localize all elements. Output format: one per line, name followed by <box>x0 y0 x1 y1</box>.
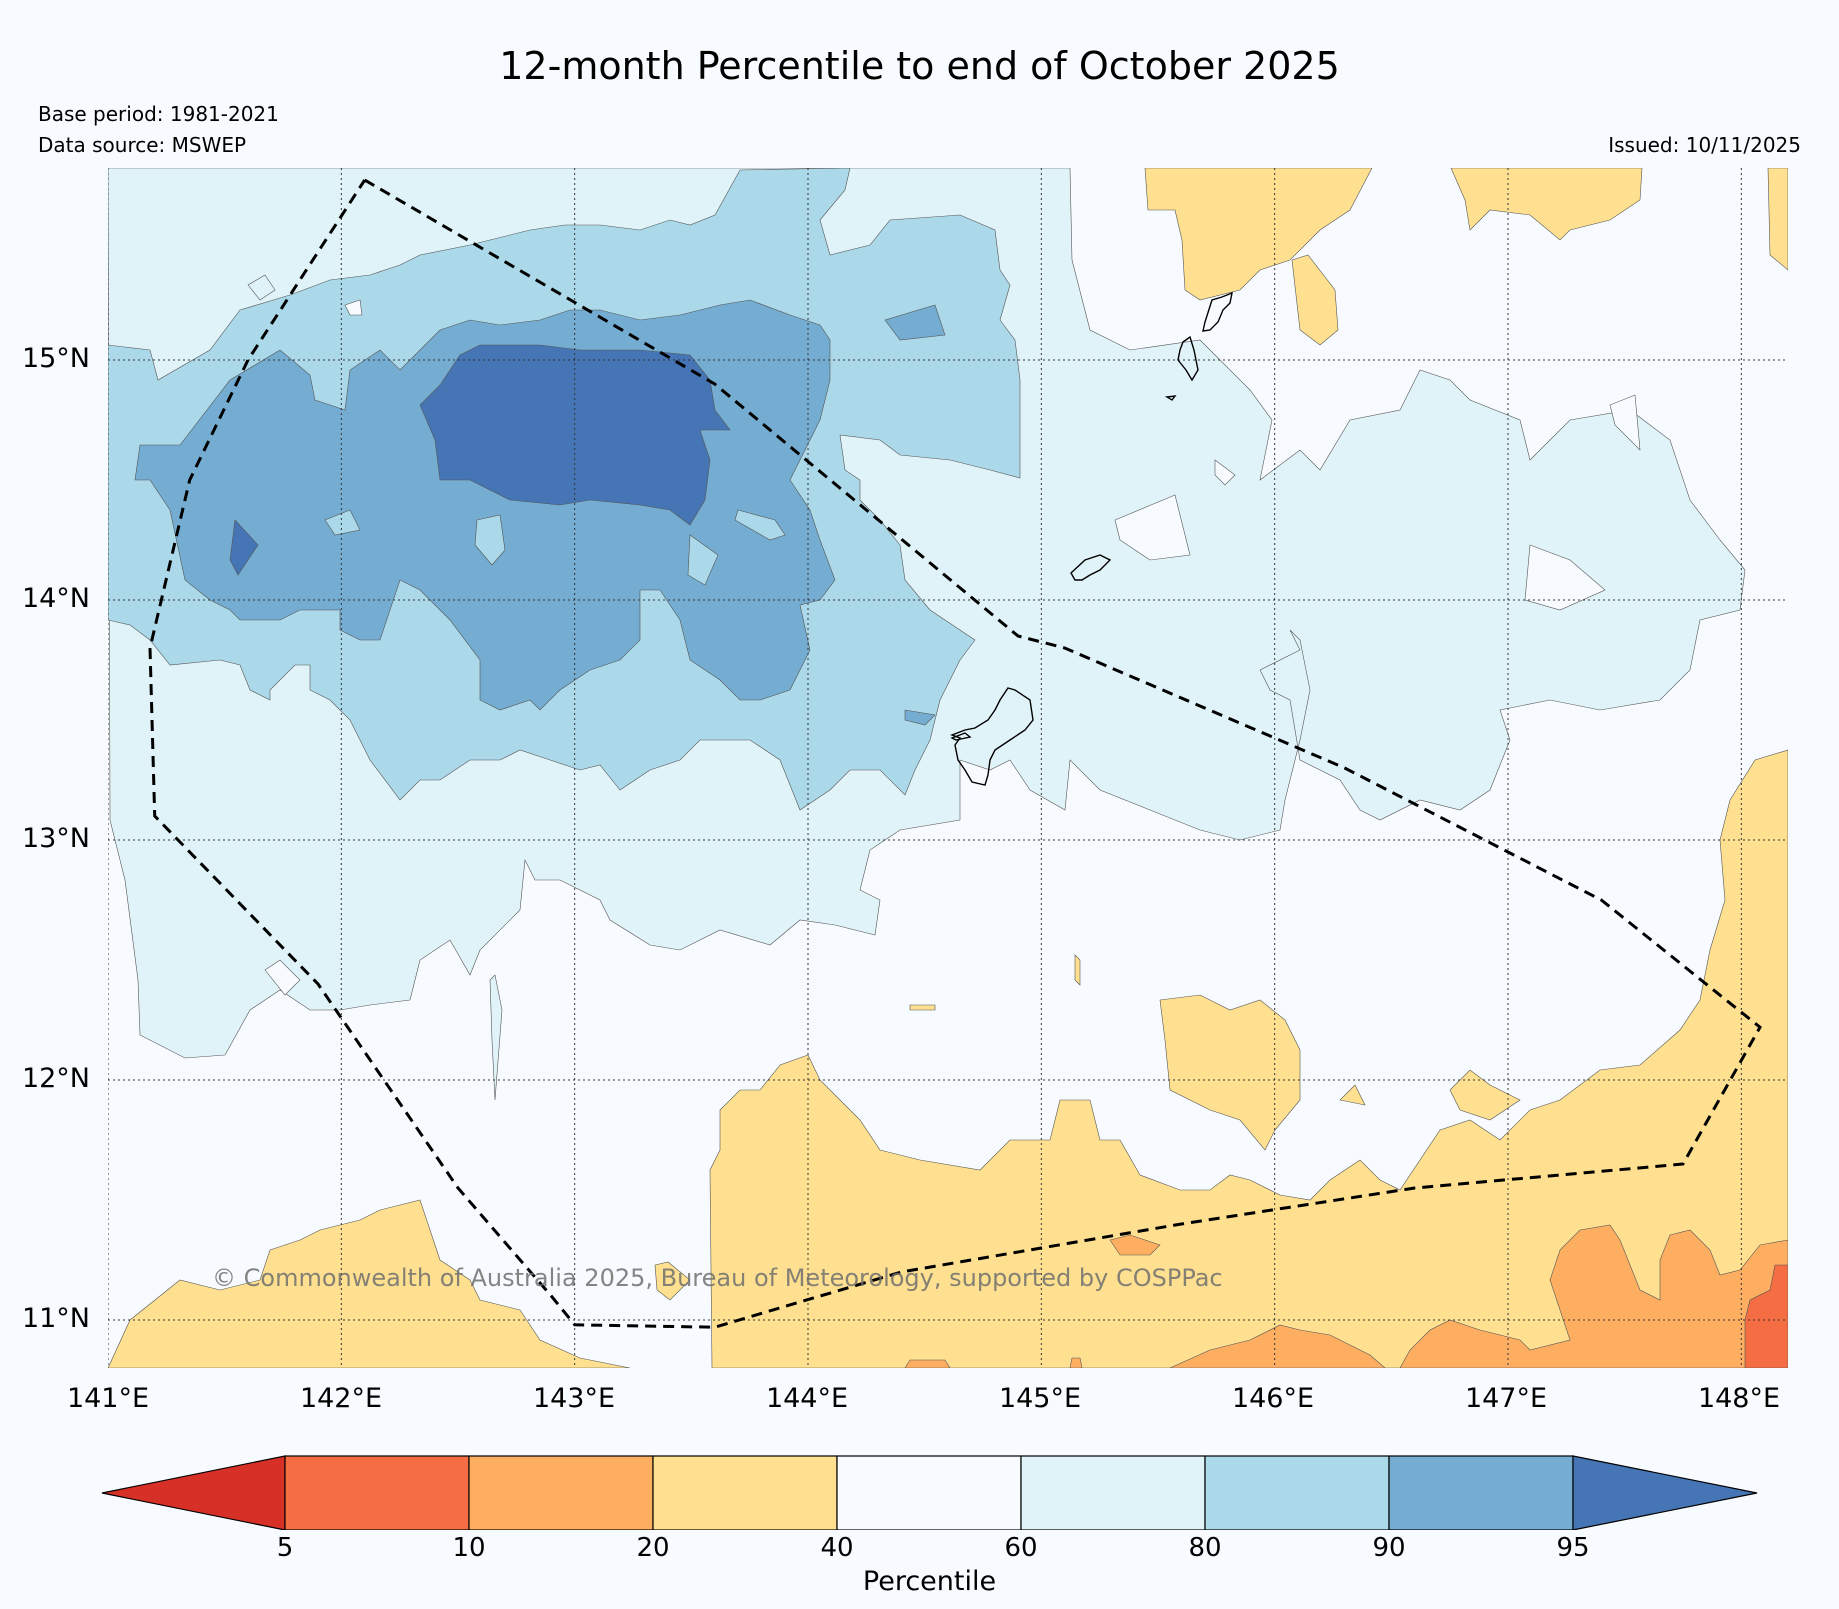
colorbar-tick-20: 20 <box>636 1533 670 1563</box>
lon-label-144: 144°E <box>765 1383 849 1414</box>
lat-label-12: 12°N <box>21 1063 90 1094</box>
colorbar <box>101 1455 1758 1530</box>
lon-label-143: 143°E <box>532 1383 616 1414</box>
data-source: Data source: MSWEP <box>38 133 247 157</box>
colorbar-segment-20-40 <box>652 1455 838 1530</box>
base-period: Base period: 1981-2021 <box>38 102 279 126</box>
lon-label-146: 146°E <box>1231 1383 1315 1414</box>
lon-label-142: 142°E <box>299 1383 383 1414</box>
percentile-band-5-10 <box>1744 1264 1788 1368</box>
lat-label-13: 13°N <box>21 823 90 854</box>
colorbar-tick-80: 80 <box>1188 1533 1222 1563</box>
colorbar-segment-60-80 <box>1020 1455 1206 1530</box>
map-title: 12-month Percentile to end of October 20… <box>499 44 1340 88</box>
map-gridlines <box>108 168 1788 1368</box>
colorbar-segment-5-10 <box>284 1455 470 1530</box>
colorbar-arrow-below-5 <box>101 1455 286 1530</box>
lon-label-141: 141°E <box>66 1383 150 1414</box>
colorbar-tick-60: 60 <box>1004 1533 1038 1563</box>
lon-label-145: 145°E <box>998 1383 1082 1414</box>
colorbar-tick-5: 5 <box>276 1533 294 1563</box>
colorbar-arrow-above-95 <box>1572 1455 1758 1530</box>
colorbar-segment-90-95 <box>1388 1455 1574 1530</box>
colorbar-title: Percentile <box>862 1566 997 1597</box>
colorbar-segment-40-60 <box>836 1455 1022 1530</box>
issued-date: Issued: 10/11/2025 <box>1608 133 1801 157</box>
coastlines <box>950 291 1233 786</box>
percentile-band-10-20 <box>1399 1224 1788 1368</box>
colorbar-tick-10: 10 <box>452 1533 486 1563</box>
lat-label-11: 11°N <box>21 1303 90 1334</box>
colorbar-segment-10-20 <box>468 1455 654 1530</box>
percentile-band-20-40 <box>1144 168 1373 301</box>
lat-label-15: 15°N <box>21 343 90 374</box>
eez-boundary <box>148 178 1762 1329</box>
lat-label-14: 14°N <box>21 583 90 614</box>
lon-label-148: 148°E <box>1697 1383 1781 1414</box>
copyright-watermark: © Commonwealth of Australia 2025, Bureau… <box>212 1264 1223 1292</box>
colorbar-segment-80-90 <box>1204 1455 1390 1530</box>
colorbar-tick-40: 40 <box>820 1533 854 1563</box>
colorbar-tick-95: 95 <box>1556 1533 1590 1563</box>
colorbar-tick-90: 90 <box>1372 1533 1406 1563</box>
lon-label-147: 147°E <box>1464 1383 1548 1414</box>
